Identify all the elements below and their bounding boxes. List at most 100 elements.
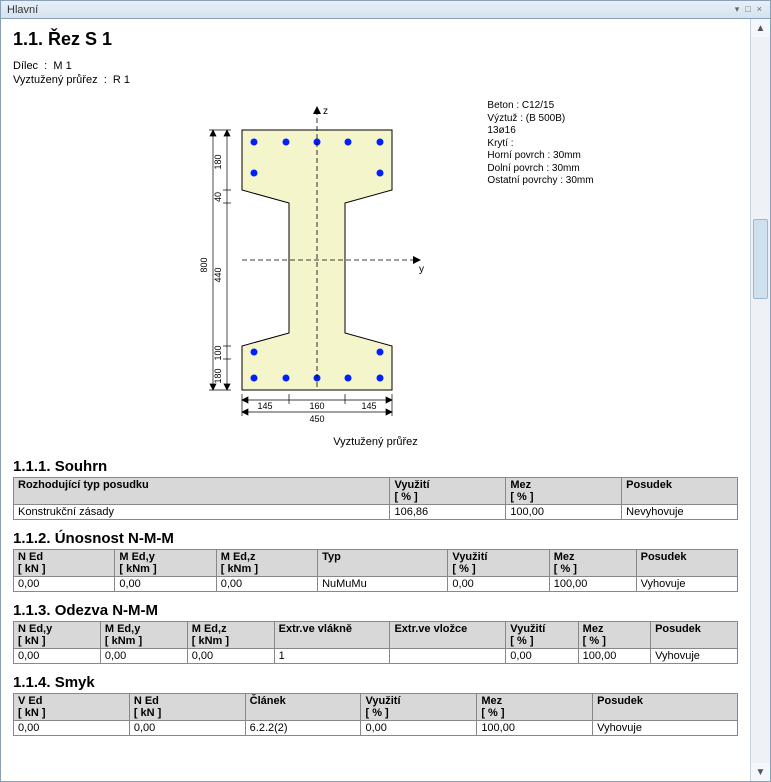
col-header: Mez[ % ] [549,550,636,577]
col-header: M Ed,z[ kNm ] [216,550,317,577]
material-line: Ostatní povrchy : 30mm [487,175,593,188]
meta-dilec-value: M 1 [53,60,71,72]
table-unosnost: N Ed[ kN ]M Ed,y[ kNm ]M Ed,z[ kNm ]TypV… [13,549,738,592]
dim-440: 440 [213,267,223,282]
table-cell: 0,00 [14,577,115,592]
col-header: Článek [245,694,361,721]
window-max-icon[interactable]: □ [743,4,752,15]
heading-unosnost: 1.1.2. Únosnost N-M-M [13,530,738,547]
main-window: Hlavní ▾ □ × 1.1. Řez S 1 Dílec : M 1 Vy… [0,0,771,782]
window-title: Hlavní [7,4,38,16]
scrollbar-thumb[interactable] [753,219,768,299]
dim-145r: 145 [362,401,377,411]
heading-smyk: 1.1.4. Smyk [13,674,738,691]
dim-450: 450 [310,414,325,424]
titlebar: Hlavní ▾ □ × [1,1,770,19]
table-cell: NuMuMu [318,577,448,592]
col-header: N Ed[ kN ] [14,550,115,577]
axis-y-label: y [419,264,424,275]
dim-800: 800 [199,257,209,272]
col-header: Mez[ % ] [578,622,650,649]
window-buttons: ▾ □ × [733,4,764,15]
material-line: 13ø16 [487,125,593,138]
table-cell: Vyhovuje [651,649,738,664]
material-list: Beton : C12/15 Výztuž : (B 500B) 13ø16 K… [487,100,593,430]
window-close-icon[interactable]: × [755,4,764,15]
scroll-down-icon[interactable]: ▼ [751,763,770,781]
table-cell: 0,00 [216,577,317,592]
col-header: Využití[ % ] [448,550,549,577]
table-cell: 6.2.2(2) [245,721,361,736]
table-row: 0,000,000,0010,00100,00Vyhovuje [14,649,738,664]
col-header: Posudek [636,550,737,577]
table-cell: 0,00 [14,649,101,664]
figure-caption: Vyztužený průřez [13,436,738,448]
table-row: Konstrukční zásady106,86100,00Nevyhovuje [14,505,738,520]
col-header: V Ed[ kN ] [14,694,130,721]
table-cell: Konstrukční zásady [14,505,390,520]
table-cell: 0,00 [187,649,274,664]
col-header: Využití[ % ] [361,694,477,721]
col-header: Využití[ % ] [390,478,506,505]
table-cell: 0,00 [14,721,130,736]
material-line: Beton : C12/15 [487,100,593,113]
table-cell: Nevyhovuje [622,505,738,520]
dim-180t: 180 [213,154,223,169]
scrollbar[interactable]: ▲ ▼ [750,19,770,781]
col-header: N Ed[ kN ] [129,694,245,721]
table-cell: 0,00 [100,649,187,664]
col-header: Extr.ve vložce [390,622,506,649]
table-cell: 100,00 [506,505,622,520]
col-header: N Ed,y[ kN ] [14,622,101,649]
dim-40t: 40 [213,192,223,202]
dim-145l: 145 [258,401,273,411]
table-cell: 106,86 [390,505,506,520]
report-body: 1.1. Řez S 1 Dílec : M 1 Vyztužený průře… [1,19,750,781]
figure-block: 800 180 40 440 100 180 [13,100,738,430]
table-souhrn: Rozhodující typ posudkuVyužití[ % ]Mez[ … [13,477,738,520]
material-line: Krytí : [487,138,593,151]
col-header: Rozhodující typ posudku [14,478,390,505]
meta-prurez-value: R 1 [113,74,130,86]
material-line: Horní povrch : 30mm [487,150,593,163]
col-header: Posudek [651,622,738,649]
col-header: Posudek [622,478,738,505]
table-cell: 0,00 [115,577,216,592]
col-header: Typ [318,550,448,577]
meta-block: Dílec : M 1 Vyztužený průřez : R 1 [13,60,738,86]
table-cell: 0,00 [506,649,578,664]
dim-180b: 180 [213,368,223,383]
table-cell: 1 [274,649,390,664]
table-cell: 0,00 [129,721,245,736]
material-line: Výztuž : (B 500B) [487,113,593,126]
col-header: Posudek [593,694,738,721]
table-row: 0,000,006.2.2(2)0,00100,00Vyhovuje [14,721,738,736]
heading-odezva: 1.1.3. Odezva N-M-M [13,602,738,619]
window-min-icon[interactable]: ▾ [733,4,742,15]
table-cell [390,649,506,664]
table-cell: 100,00 [477,721,593,736]
col-header: M Ed,z[ kNm ] [187,622,274,649]
col-header: Extr.ve vlákně [274,622,390,649]
table-cell: Vyhovuje [636,577,737,592]
table-cell: 0,00 [448,577,549,592]
axis-z-label: z [323,106,328,117]
cross-section-svg: 800 180 40 440 100 180 [157,100,457,430]
col-header: Využití[ % ] [506,622,578,649]
table-cell: 100,00 [578,649,650,664]
heading-souhrn: 1.1.1. Souhrn [13,458,738,475]
col-header: M Ed,y[ kNm ] [115,550,216,577]
col-header: Mez[ % ] [477,694,593,721]
col-header: Mez[ % ] [506,478,622,505]
table-cell: 100,00 [549,577,636,592]
table-smyk: V Ed[ kN ]N Ed[ kN ]ČlánekVyužití[ % ]Me… [13,693,738,736]
meta-prurez-label: Vyztužený průřez [13,74,98,86]
table-row: 0,000,000,00NuMuMu0,00100,00Vyhovuje [14,577,738,592]
table-cell: 0,00 [361,721,477,736]
material-line: Dolní povrch : 30mm [487,163,593,176]
dim-100: 100 [213,345,223,360]
scroll-up-icon[interactable]: ▲ [751,19,770,37]
table-cell: Vyhovuje [593,721,738,736]
meta-dilec-label: Dílec [13,60,38,72]
dim-160: 160 [310,401,325,411]
